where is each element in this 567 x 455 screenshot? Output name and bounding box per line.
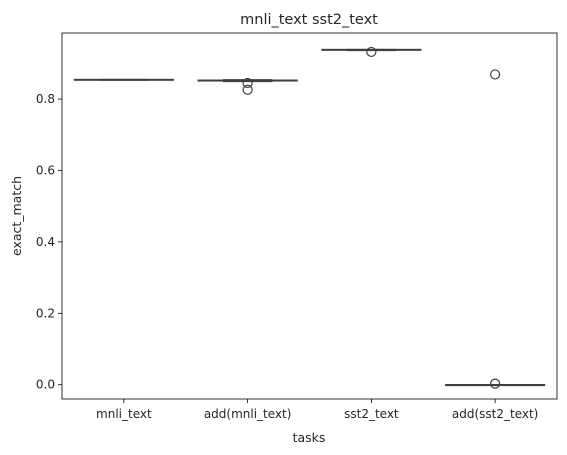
x-axis-ticks: mnli_text add(mnli_text) sst2_text add(sst2… bbox=[96, 399, 538, 421]
box-4 bbox=[445, 69, 546, 389]
outlier-point bbox=[242, 84, 253, 95]
outlier-point bbox=[242, 77, 253, 89]
x-tick-label: mnli_text bbox=[96, 407, 152, 421]
outlier-point bbox=[490, 69, 501, 80]
x-tick-label: add(mnli_text) bbox=[204, 407, 292, 421]
x-tick-label: sst2_text bbox=[344, 407, 399, 421]
plot-frame bbox=[61, 32, 558, 400]
y-tick-label: 0.4 bbox=[36, 235, 55, 249]
chart-title: mnli_text sst2_text bbox=[240, 12, 378, 28]
y-tick-label: 0.6 bbox=[36, 163, 55, 177]
y-tick-label: 0.0 bbox=[36, 378, 55, 392]
y-tick-label: 0.2 bbox=[36, 306, 55, 320]
box-plot-series bbox=[73, 46, 546, 389]
outlier-point bbox=[366, 46, 377, 58]
outlier-point bbox=[490, 378, 501, 389]
box-3 bbox=[321, 46, 422, 58]
y-axis-ticks: 0.0 0.2 0.4 0.6 0.8 bbox=[36, 92, 62, 392]
x-tick-label: add(sst2_text) bbox=[452, 407, 538, 421]
box-1 bbox=[73, 78, 174, 81]
y-axis-label: exact_match bbox=[9, 176, 24, 256]
y-tick-label: 0.8 bbox=[36, 92, 55, 106]
box-2 bbox=[197, 77, 298, 95]
x-axis-label: tasks bbox=[293, 430, 326, 445]
